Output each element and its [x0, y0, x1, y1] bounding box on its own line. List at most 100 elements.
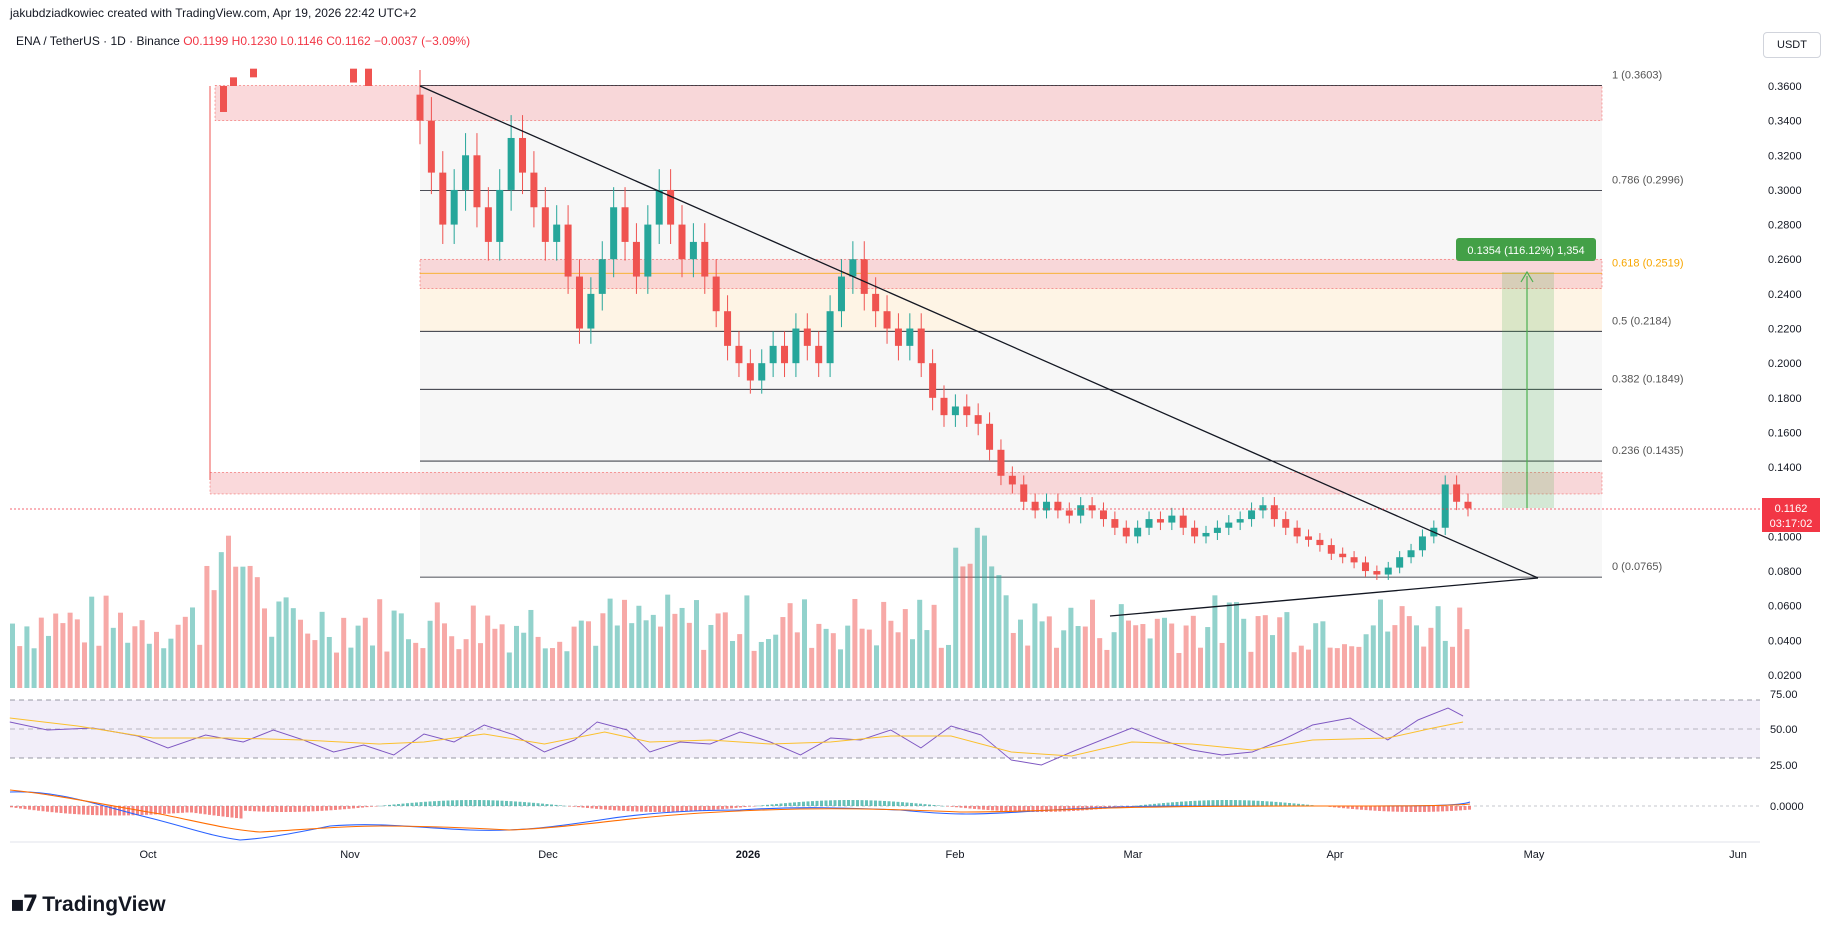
- price-tick-label: 0.0600: [1768, 601, 1802, 613]
- macd-bar: [149, 806, 153, 815]
- volume-bar: [730, 640, 735, 688]
- macd-bar: [1256, 800, 1260, 806]
- candle-body: [758, 363, 766, 381]
- chart-creator-caption: jakubdziadkowiec created with TradingVie…: [10, 6, 417, 20]
- macd-bar: [847, 800, 850, 806]
- volume-bar: [118, 612, 123, 688]
- macd-bar: [955, 806, 958, 808]
- candle-body: [484, 207, 492, 242]
- candle-body: [872, 293, 880, 312]
- macd-bar: [703, 806, 706, 811]
- macd-bar: [901, 802, 904, 806]
- volume-bar: [384, 651, 390, 688]
- volume-bar: [456, 649, 462, 688]
- price-tick-label: 0.2800: [1768, 220, 1802, 232]
- volume-bar: [276, 601, 282, 688]
- candle-body: [678, 224, 686, 260]
- candle-body: [519, 137, 527, 173]
- macd-bar: [163, 806, 166, 814]
- price-tick-label: 0.3600: [1768, 81, 1802, 93]
- candle-body: [837, 276, 845, 312]
- candle-body: [974, 415, 982, 424]
- macd-bar: [928, 804, 931, 806]
- volume-bar: [1147, 638, 1153, 688]
- macd-bar: [248, 806, 252, 812]
- macd-bar: [1198, 800, 1201, 806]
- macd-bar: [622, 806, 625, 811]
- fib-level-label: 0.786 (0.2996): [1612, 175, 1684, 187]
- macd-bar: [1441, 806, 1444, 812]
- symbol-info[interactable]: ENA / TetherUS · 1D · Binance O0.1199 H0…: [16, 34, 470, 48]
- candle-body: [1202, 532, 1210, 537]
- macd-bar: [523, 802, 526, 806]
- macd-bar: [937, 805, 940, 806]
- macd-bar: [343, 806, 346, 810]
- volume-bar: [1133, 625, 1139, 688]
- volume-bar: [226, 535, 231, 688]
- macd-bar: [662, 806, 666, 812]
- volume-bar: [643, 620, 649, 688]
- volume-bar: [1025, 645, 1031, 688]
- candle-body: [917, 328, 925, 364]
- macd-bar: [433, 801, 436, 806]
- price-chart[interactable]: 1 (0.3603) 0.786 (0.2996) 0.618 (0.2519) 0.…: [0, 0, 1835, 880]
- candle-body: [462, 155, 470, 190]
- macd-bar: [995, 806, 999, 811]
- tradingview-logo[interactable]: ▪7 TradingView: [10, 892, 166, 917]
- candle-body: [1122, 527, 1130, 537]
- macd-bar: [1427, 806, 1431, 812]
- volume-bar: [521, 632, 527, 688]
- volume-bar: [283, 597, 289, 688]
- macd-bar: [316, 806, 319, 812]
- volume-bar: [391, 610, 397, 688]
- macd-bar: [608, 806, 612, 810]
- macd-bar: [451, 800, 454, 806]
- volume-bar: [600, 613, 606, 688]
- macd-bar: [478, 800, 481, 806]
- macd-signal: [9, 789, 1471, 833]
- candle-body: [230, 77, 237, 86]
- volume-bar: [74, 619, 80, 688]
- macd-bar: [1135, 805, 1138, 807]
- macd-bar: [1265, 801, 1269, 806]
- symbol-name[interactable]: ENA / TetherUS · 1D · Binance: [16, 34, 180, 48]
- volume-bar: [125, 642, 131, 688]
- macd-bar: [415, 802, 418, 806]
- volume-bar: [1385, 631, 1391, 688]
- currency-button[interactable]: USDT: [1763, 32, 1821, 58]
- volume-bar: [24, 626, 30, 688]
- candle-body: [220, 86, 227, 112]
- macd-bar: [356, 806, 360, 809]
- macd-bar: [1297, 803, 1300, 806]
- macd-bar: [293, 806, 297, 812]
- price-tick-label: 0.1000: [1768, 531, 1802, 543]
- macd-bar: [1036, 806, 1039, 812]
- volume-bar: [1442, 640, 1448, 688]
- macd-bar: [883, 800, 886, 806]
- candle-body: [365, 68, 372, 86]
- candle-body: [1327, 545, 1335, 554]
- volume-bar: [1457, 607, 1463, 688]
- volume-bar: [326, 636, 332, 688]
- macd-bar: [896, 801, 900, 806]
- macd-bar: [581, 806, 585, 808]
- macd-bar: [1301, 804, 1305, 806]
- measure-box: [1502, 272, 1554, 508]
- macd-bar: [154, 806, 157, 815]
- candle-body: [541, 207, 549, 242]
- volume-bar: [1349, 646, 1355, 688]
- price-tick-label: 0.3000: [1768, 185, 1802, 197]
- time-tick-label: Mar: [1124, 849, 1143, 861]
- macd-bar: [487, 800, 490, 806]
- descending-trendline: [419, 85, 1539, 579]
- macd-bar: [1351, 806, 1354, 810]
- macd-bar: [698, 806, 702, 811]
- candle-body: [1282, 519, 1290, 528]
- time-tick-label: Feb: [946, 849, 965, 861]
- volume-bar: [154, 631, 159, 688]
- macd-bar: [694, 806, 697, 812]
- fib-level-label: 0.236 (0.1435): [1612, 445, 1684, 457]
- volume-bar: [1097, 638, 1103, 688]
- candle-body: [906, 328, 914, 346]
- volume-bar: [1003, 595, 1009, 688]
